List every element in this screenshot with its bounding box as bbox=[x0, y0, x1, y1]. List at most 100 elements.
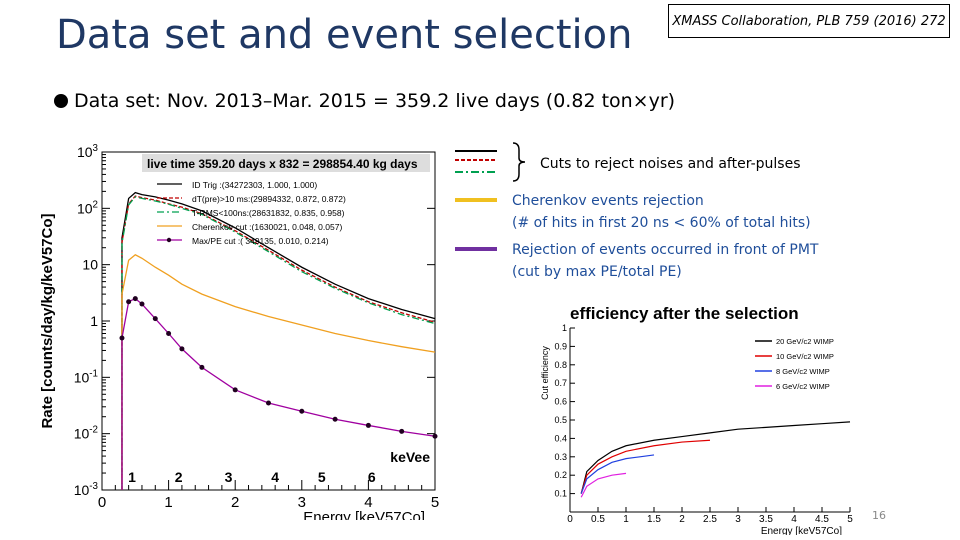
y-tick-label: 0.9 bbox=[554, 341, 567, 351]
legend-entry: 10 GeV/c2 WIMP bbox=[776, 352, 834, 361]
x-tick-label: 1.5 bbox=[647, 514, 661, 525]
data-point bbox=[332, 416, 338, 422]
x-tick-label: 5 bbox=[847, 514, 853, 525]
rate-spectrum-chart: 10-3 10-2 10-1 1 10 102 103 0 1 2 3 4 5 Energy [keV57… bbox=[40, 143, 439, 520]
series-wimp-0 bbox=[580, 421, 851, 494]
noise-cut-label: Cuts to reject noises and after-pulses bbox=[540, 156, 801, 172]
cherenkov-line1: Cherenkov events rejection bbox=[512, 193, 704, 209]
data-point bbox=[119, 335, 125, 341]
legend-entry: 20 GeV/c2 WIMP bbox=[776, 337, 834, 346]
y-tick-label: 1 bbox=[90, 313, 98, 329]
x-tick-label: 4 bbox=[791, 514, 797, 525]
y-tick-label: 0.2 bbox=[554, 470, 567, 480]
x-tick-label: 0 bbox=[98, 494, 106, 511]
data-point bbox=[299, 408, 305, 414]
citation-box: XMASS Collaboration, PLB 759 (2016) 272 bbox=[668, 4, 950, 38]
y-tick-label: 0.4 bbox=[554, 433, 567, 443]
y-tick-label: 0.1 bbox=[554, 489, 567, 499]
dataset-bullet: Data set: Nov. 2013–Mar. 2015 = 359.2 li… bbox=[54, 90, 675, 112]
page-title: Data set and event selection bbox=[56, 12, 633, 58]
y-tick-label: 10 bbox=[82, 257, 98, 273]
legend-entry: Max/PE cut :( 349135, 0.010, 0.214) bbox=[192, 236, 329, 246]
y-tick-label: 0.7 bbox=[554, 378, 567, 388]
kevee-tick-label: 6 bbox=[368, 469, 376, 485]
series-id-trig bbox=[121, 191, 436, 490]
series-line bbox=[580, 454, 655, 494]
y-axis-title: Cut efficiency bbox=[540, 346, 550, 400]
data-point bbox=[399, 428, 405, 434]
data-point bbox=[179, 346, 185, 352]
kevee-tick-label: 3 bbox=[225, 469, 233, 485]
x-tick-label: 3 bbox=[298, 494, 306, 511]
series-line bbox=[121, 191, 436, 490]
chart-title: live time 359.20 days x 832 = 298854.40 … bbox=[147, 157, 418, 171]
efficiency-chart: efficiency after the selection 0.1 0.2 0.3 0… bbox=[540, 304, 853, 535]
data-point bbox=[166, 330, 172, 336]
data-point bbox=[432, 433, 438, 439]
legend-entry: Cherenkov cut :(1630021, 0.048, 0.057) bbox=[192, 222, 342, 232]
series-line bbox=[121, 196, 436, 490]
x-tick-label: 5 bbox=[431, 494, 439, 511]
x-tick-label: 2.5 bbox=[703, 514, 717, 525]
maxpe-line1: Rejection of events occurred in front of… bbox=[512, 242, 819, 258]
kevee-label: keVee bbox=[390, 449, 430, 465]
x-tick-label: 3 bbox=[735, 514, 741, 525]
cherenkov-line2: (# of hits in first 20 ns < 60% of total… bbox=[512, 215, 811, 231]
legend-marker bbox=[166, 237, 172, 243]
series-wimp-3 bbox=[580, 472, 627, 498]
x-tick-label: 1 bbox=[623, 514, 629, 525]
maxpe-cut-label: Rejection of events occurred in front of… bbox=[512, 239, 818, 283]
cherenkov-cut-label: Cherenkov events rejection (# of hits in… bbox=[512, 190, 811, 234]
title-bar bbox=[142, 154, 430, 172]
legend-entry: dT(pre)>10 ms:(29894332, 0.872, 0.872) bbox=[192, 194, 346, 204]
series-line bbox=[580, 421, 851, 494]
y-tick-label: 10-2 bbox=[74, 425, 98, 442]
bullet-dot-icon bbox=[54, 94, 68, 108]
series-line bbox=[121, 253, 436, 490]
data-point bbox=[132, 296, 138, 302]
legend-entry: 6 GeV/c2 WIMP bbox=[776, 382, 830, 391]
data-point bbox=[152, 316, 158, 322]
data-point bbox=[126, 299, 132, 305]
series-max-pe-cut bbox=[119, 296, 438, 490]
x-axis-title: Energy [keV57Co] bbox=[303, 509, 425, 520]
series-t-rms-100-ns bbox=[121, 196, 436, 490]
series-cherenkov-cut bbox=[121, 253, 436, 490]
y-axis-title: Rate [counts/day/kg/keV57Co] bbox=[40, 213, 56, 428]
y-tick-label: 0.6 bbox=[554, 397, 567, 407]
data-point bbox=[266, 400, 271, 406]
series-wimp-1 bbox=[580, 439, 711, 494]
x-tick-label: 4 bbox=[364, 494, 372, 511]
legend-entry: T-RMS<100ns:(28631832, 0.835, 0.958) bbox=[192, 208, 345, 218]
legend-bracket bbox=[512, 142, 526, 182]
series-line bbox=[580, 472, 627, 498]
series-line bbox=[121, 297, 436, 490]
kevee-tick-label: 1 bbox=[128, 469, 136, 485]
data-point bbox=[199, 364, 205, 370]
kevee-tick-label: 2 bbox=[175, 469, 183, 485]
y-tick-label: 0.3 bbox=[554, 452, 567, 462]
x-tick-label: 2 bbox=[679, 514, 685, 525]
chart-title: efficiency after the selection bbox=[570, 304, 799, 323]
data-point bbox=[139, 301, 145, 307]
y-tick-label: 10-1 bbox=[74, 368, 98, 385]
y-tick-label: 10-3 bbox=[74, 481, 99, 498]
legend-entry: 8 GeV/c2 WIMP bbox=[776, 367, 830, 376]
x-tick-label: 4.5 bbox=[815, 514, 829, 525]
y-tick-label: 1 bbox=[562, 323, 567, 333]
page-number: 16 bbox=[872, 509, 886, 522]
dataset-text: Data set: Nov. 2013–Mar. 2015 = 359.2 li… bbox=[74, 90, 676, 112]
y-tick-label: 102 bbox=[77, 199, 98, 216]
legend-entry: ID Trig :(34272303, 1.000, 1.000) bbox=[192, 180, 317, 190]
maxpe-line2: (cut by max PE/total PE) bbox=[512, 264, 682, 280]
x-axis-title: Energy [keV57Co] bbox=[761, 526, 842, 535]
data-point bbox=[365, 422, 371, 428]
x-tick-label: 0 bbox=[567, 514, 573, 525]
y-tick-label: 103 bbox=[77, 143, 99, 160]
x-tick-label: 0.5 bbox=[591, 514, 605, 525]
series-wimp-2 bbox=[580, 454, 655, 494]
y-tick-label: 0.5 bbox=[554, 415, 567, 425]
kevee-tick-label: 4 bbox=[271, 469, 279, 485]
x-tick-label: 3.5 bbox=[759, 514, 773, 525]
y-tick-label: 0.8 bbox=[554, 360, 567, 370]
